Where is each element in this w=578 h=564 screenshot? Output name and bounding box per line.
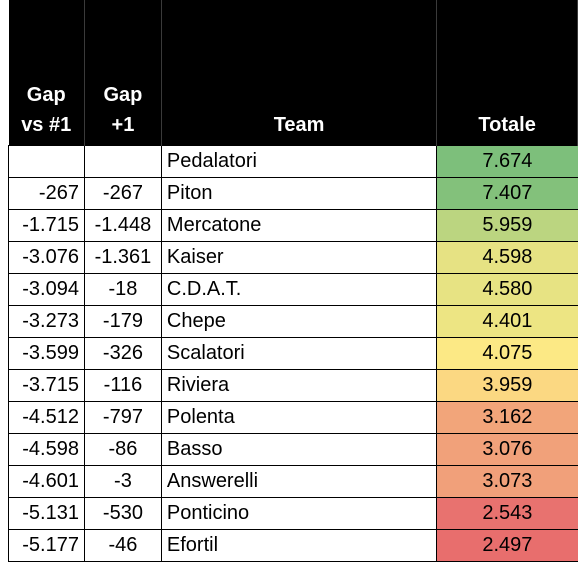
totale-cell[interactable]: 3.076 — [436, 433, 578, 466]
gap-vs-first-cell[interactable]: -1.715 — [8, 209, 85, 242]
totale-cell[interactable]: 4.598 — [436, 241, 578, 274]
table-row: -3.715 -116 Riviera 3.959 — [8, 369, 578, 402]
team-cell[interactable]: Basso — [161, 433, 438, 466]
team-cell[interactable]: Answerelli — [161, 465, 438, 498]
table-row: -1.715 -1.448 Mercatone 5.959 — [8, 209, 578, 242]
gap-plus-one-cell[interactable]: -179 — [84, 305, 162, 338]
gap-plus-one-cell[interactable]: -326 — [84, 337, 162, 370]
gap-vs-first-cell[interactable]: -4.598 — [8, 433, 85, 466]
totale-cell[interactable]: 4.075 — [436, 337, 578, 370]
gap-vs-first-cell[interactable]: -3.094 — [8, 273, 85, 306]
gap-vs-first-cell[interactable]: -5.131 — [8, 497, 85, 530]
team-cell[interactable]: Piton — [161, 177, 438, 210]
table-row: -267 -267 Piton 7.407 — [8, 177, 578, 210]
gap-plus-one-cell[interactable] — [84, 145, 162, 178]
totale-cell[interactable]: 2.543 — [436, 497, 578, 530]
gap-vs-first-cell[interactable]: -267 — [8, 177, 85, 210]
table-row: -5.177 -46 Efortil 2.497 — [8, 529, 578, 562]
header-gap-plus-one[interactable]: Gap +1 — [84, 0, 162, 146]
team-cell[interactable]: Scalatori — [161, 337, 438, 370]
team-cell[interactable]: C.D.A.T. — [161, 273, 438, 306]
totale-cell[interactable]: 3.959 — [436, 369, 578, 402]
header-team[interactable]: Team — [161, 0, 438, 146]
team-cell[interactable]: Efortil — [161, 529, 438, 562]
totale-cell[interactable]: 4.401 — [436, 305, 578, 338]
table-row: -3.076 -1.361 Kaiser 4.598 — [8, 241, 578, 274]
gap-vs-first-cell[interactable]: -3.273 — [8, 305, 85, 338]
gap-plus-one-cell[interactable]: -1.361 — [84, 241, 162, 274]
gap-vs-first-cell[interactable]: -4.512 — [8, 401, 85, 434]
totale-cell[interactable]: 4.580 — [436, 273, 578, 306]
gap-plus-one-cell[interactable]: -797 — [84, 401, 162, 434]
gap-vs-first-cell[interactable]: -3.715 — [8, 369, 85, 402]
table-row: -4.512 -797 Polenta 3.162 — [8, 401, 578, 434]
team-cell[interactable]: Chepe — [161, 305, 438, 338]
totale-cell[interactable]: 3.162 — [436, 401, 578, 434]
team-cell[interactable]: Riviera — [161, 369, 438, 402]
totale-cell[interactable]: 5.959 — [436, 209, 578, 242]
team-cell[interactable]: Kaiser — [161, 241, 438, 274]
gap-vs-first-cell[interactable]: -3.599 — [8, 337, 85, 370]
totale-cell[interactable]: 7.407 — [436, 177, 578, 210]
totale-cell[interactable]: 3.073 — [436, 465, 578, 498]
table-row: -3.094 -18 C.D.A.T. 4.580 — [8, 273, 578, 306]
table-row: -3.273 -179 Chepe 4.401 — [8, 305, 578, 338]
team-cell[interactable]: Polenta — [161, 401, 438, 434]
gap-plus-one-cell[interactable]: -1.448 — [84, 209, 162, 242]
totale-cell[interactable]: 2.497 — [436, 529, 578, 562]
team-cell[interactable]: Pedalatori — [161, 145, 438, 178]
gap-plus-one-cell[interactable]: -3 — [84, 465, 162, 498]
table-row: -4.598 -86 Basso 3.076 — [8, 433, 578, 466]
gap-vs-first-cell[interactable] — [8, 145, 85, 178]
team-cell[interactable]: Ponticino — [161, 497, 438, 530]
gap-plus-one-cell[interactable]: -116 — [84, 369, 162, 402]
header-totale[interactable]: Totale — [436, 0, 578, 146]
header-gap-vs-first[interactable]: Gap vs #1 — [8, 0, 85, 146]
totale-cell[interactable]: 7.674 — [436, 145, 578, 178]
table-row: -4.601 -3 Answerelli 3.073 — [8, 465, 578, 498]
team-cell[interactable]: Mercatone — [161, 209, 438, 242]
table-row: -5.131 -530 Ponticino 2.543 — [8, 497, 578, 530]
table-row: -3.599 -326 Scalatori 4.075 — [8, 337, 578, 370]
gap-plus-one-cell[interactable]: -18 — [84, 273, 162, 306]
gap-plus-one-cell[interactable]: -86 — [84, 433, 162, 466]
table-row: Pedalatori 7.674 — [8, 145, 578, 178]
standings-table: Gap vs #1 Gap +1 Team Totale Pedalatori 7.6… — [8, 0, 578, 562]
gap-vs-first-cell[interactable]: -4.601 — [8, 465, 85, 498]
gap-plus-one-cell[interactable]: -530 — [84, 497, 162, 530]
gap-vs-first-cell[interactable]: -3.076 — [8, 241, 85, 274]
gap-plus-one-cell[interactable]: -267 — [84, 177, 162, 210]
header-row: Gap vs #1 Gap +1 Team Totale — [8, 0, 578, 146]
gap-vs-first-cell[interactable]: -5.177 — [8, 529, 85, 562]
gap-plus-one-cell[interactable]: -46 — [84, 529, 162, 562]
